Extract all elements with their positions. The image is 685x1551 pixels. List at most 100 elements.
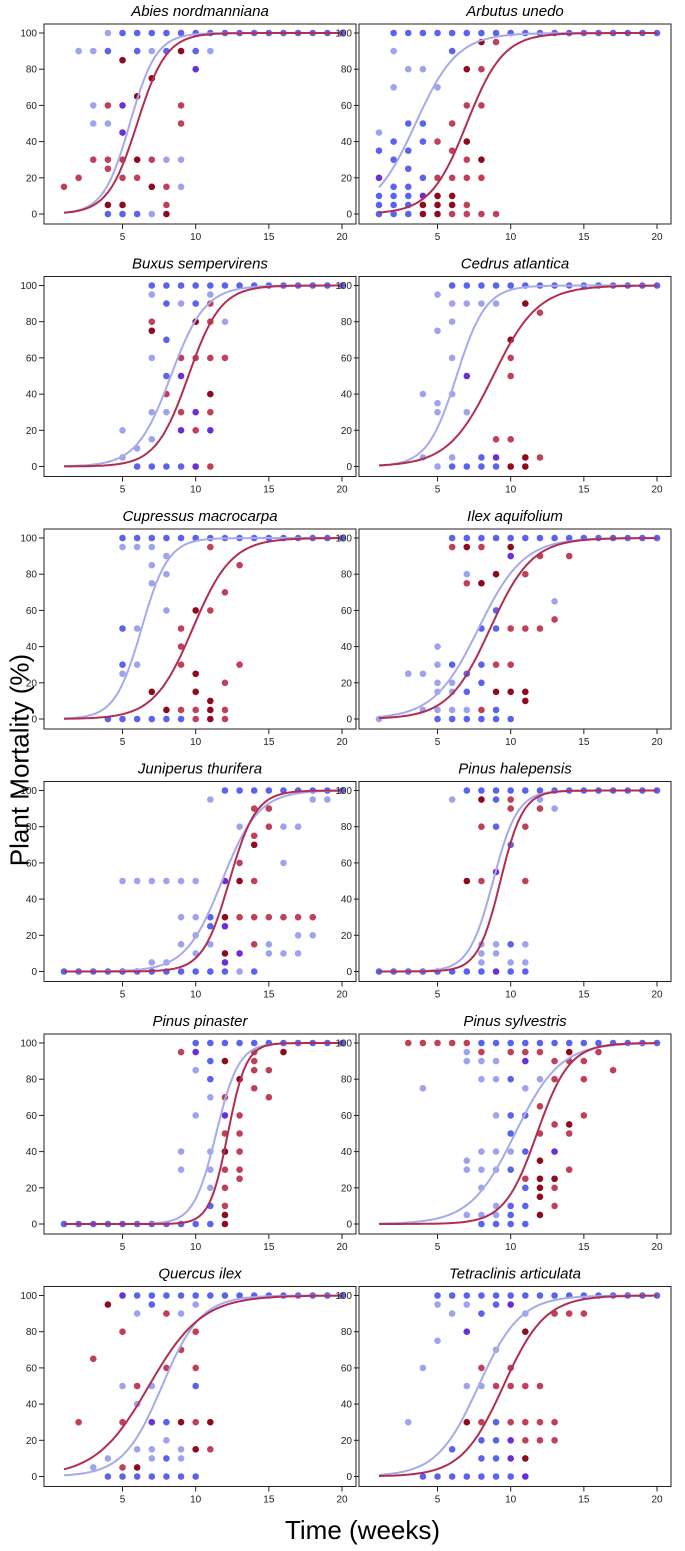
data-point bbox=[133, 661, 141, 668]
data-point bbox=[522, 877, 529, 885]
y-tick-label: 0 bbox=[346, 1472, 352, 1483]
data-point bbox=[492, 454, 500, 461]
panel-title: Buxus sempervirens bbox=[132, 256, 268, 273]
x-tick-label: 15 bbox=[578, 990, 590, 1001]
data-point bbox=[148, 318, 156, 326]
data-point bbox=[133, 1382, 141, 1390]
data-point bbox=[404, 165, 412, 173]
data-point bbox=[177, 534, 185, 542]
data-point bbox=[221, 787, 229, 794]
y-tick-label: 80 bbox=[26, 317, 38, 328]
data-point bbox=[507, 534, 514, 542]
fit-curve-blue bbox=[64, 789, 342, 973]
data-point bbox=[492, 1382, 500, 1390]
data-point bbox=[177, 643, 185, 650]
data-point bbox=[507, 661, 514, 668]
data-point bbox=[522, 941, 529, 948]
x-tick-label: 5 bbox=[120, 485, 126, 496]
data-point bbox=[375, 129, 383, 136]
x-tick-label: 10 bbox=[190, 737, 202, 748]
y-tick-label: 40 bbox=[341, 1400, 353, 1411]
data-point bbox=[448, 1310, 456, 1317]
y-tick-label: 0 bbox=[346, 210, 352, 221]
panel-pinus-halepensis: Pinus halepensis 0 20 40 60 80 100 5 10 15 20 bbox=[335, 761, 672, 1001]
panel-title: Quercus ilex bbox=[158, 1266, 242, 1283]
data-point bbox=[434, 192, 441, 200]
x-tick-label: 20 bbox=[336, 1495, 348, 1506]
x-tick-label: 5 bbox=[120, 1495, 126, 1506]
data-point bbox=[448, 318, 456, 326]
data-point bbox=[478, 715, 485, 723]
y-tick-label: 0 bbox=[346, 715, 352, 726]
y-tick-label: 100 bbox=[20, 1291, 37, 1302]
data-point bbox=[492, 688, 500, 696]
data-point bbox=[492, 941, 500, 948]
data-point bbox=[250, 877, 258, 885]
data-point bbox=[507, 1048, 514, 1056]
data-point bbox=[236, 1148, 243, 1155]
panel-frame bbox=[358, 276, 672, 477]
data-point bbox=[177, 1418, 185, 1426]
x-tick-label: 5 bbox=[120, 232, 126, 243]
data-point bbox=[580, 1075, 588, 1083]
data-point bbox=[75, 47, 82, 55]
data-point bbox=[522, 787, 529, 794]
data-point bbox=[522, 1292, 529, 1299]
data-point bbox=[536, 1039, 544, 1047]
data-point bbox=[404, 29, 412, 37]
data-point bbox=[207, 1094, 214, 1101]
data-point bbox=[104, 201, 112, 209]
data-point bbox=[551, 1437, 558, 1444]
y-tick-label: 40 bbox=[26, 895, 38, 906]
data-point bbox=[536, 625, 544, 632]
data-point bbox=[133, 463, 141, 470]
data-point bbox=[148, 1446, 156, 1453]
data-point bbox=[375, 174, 383, 182]
y-tick-label: 100 bbox=[335, 534, 352, 545]
data-point bbox=[119, 1292, 126, 1299]
data-point bbox=[507, 805, 514, 812]
data-point bbox=[192, 1328, 199, 1335]
data-point bbox=[133, 1473, 141, 1480]
data-point bbox=[265, 1094, 273, 1101]
data-point bbox=[536, 805, 544, 812]
x-tick-label: 5 bbox=[435, 1495, 441, 1506]
data-point bbox=[236, 950, 243, 957]
fit-curve-red bbox=[63, 32, 342, 214]
data-point bbox=[280, 913, 287, 921]
y-tick-label: 80 bbox=[341, 822, 353, 833]
data-point bbox=[148, 715, 156, 723]
data-point bbox=[507, 1382, 514, 1390]
data-point bbox=[551, 1039, 558, 1047]
data-point bbox=[448, 463, 456, 470]
data-point bbox=[448, 1292, 456, 1299]
data-point bbox=[492, 1075, 500, 1083]
data-point bbox=[177, 1455, 185, 1462]
y-tick-label: 0 bbox=[31, 715, 37, 726]
data-point bbox=[177, 1446, 185, 1453]
y-tick-label: 20 bbox=[26, 1436, 38, 1447]
data-point bbox=[492, 534, 500, 542]
x-tick-label: 10 bbox=[190, 1495, 202, 1506]
x-tick-label: 15 bbox=[578, 1242, 590, 1253]
data-point bbox=[294, 950, 302, 957]
data-point bbox=[375, 201, 383, 209]
y-tick-label: 80 bbox=[26, 65, 38, 76]
data-point bbox=[536, 796, 544, 803]
data-point bbox=[551, 534, 558, 542]
data-point bbox=[390, 138, 397, 145]
data-point bbox=[207, 715, 214, 723]
data-point bbox=[119, 1473, 126, 1480]
data-point bbox=[463, 463, 471, 470]
data-point bbox=[551, 1057, 558, 1065]
data-point bbox=[404, 1039, 412, 1047]
data-point bbox=[580, 1039, 588, 1047]
data-point bbox=[492, 1437, 500, 1444]
data-point bbox=[536, 787, 544, 794]
y-tick-label: 80 bbox=[341, 65, 353, 76]
data-point bbox=[119, 210, 126, 218]
data-point bbox=[221, 318, 229, 326]
data-point bbox=[192, 65, 199, 73]
data-point bbox=[448, 688, 456, 696]
data-point bbox=[551, 1121, 558, 1128]
